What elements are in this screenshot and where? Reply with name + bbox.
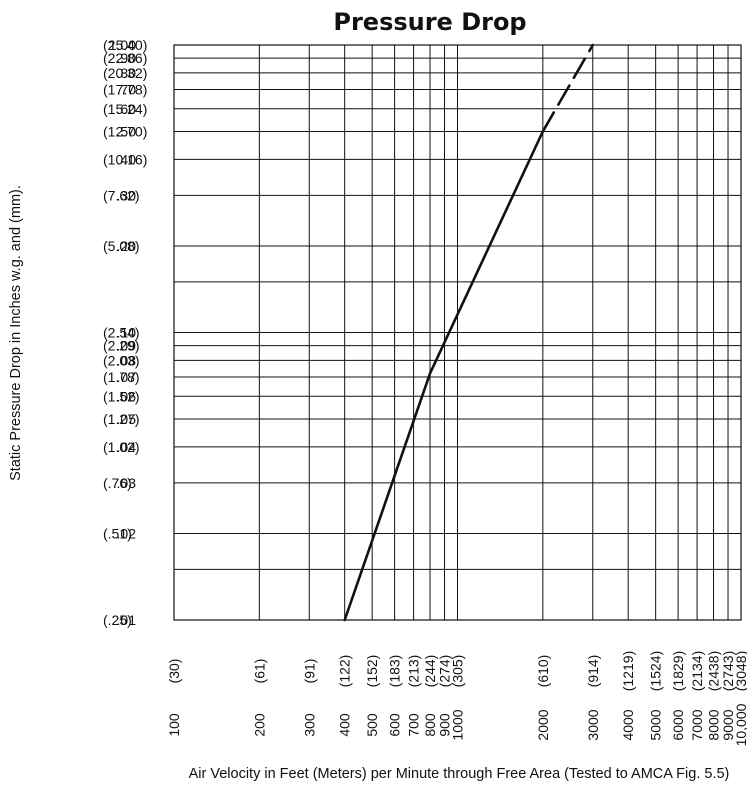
y-tick-label-metric: (2.54) bbox=[103, 325, 140, 341]
grid-layer bbox=[173, 44, 742, 621]
x-tick-label-metric: (274) bbox=[437, 655, 453, 688]
y-tick-label: .80 bbox=[117, 65, 137, 81]
y-tick-label: .50 bbox=[117, 124, 137, 140]
y-tick-label-metric: (7.62) bbox=[103, 187, 140, 203]
y-tick-label: .01 bbox=[117, 612, 137, 628]
x-tick-label: 4000 bbox=[620, 709, 636, 740]
y-tick-label: .05 bbox=[117, 411, 137, 427]
y-tick-label: .70 bbox=[117, 82, 137, 98]
y-tick-label: .03 bbox=[117, 475, 137, 491]
x-tick-label-metric: (914) bbox=[585, 655, 601, 688]
x-tick-label: 5000 bbox=[648, 709, 664, 740]
x-tick-label-metric: (152) bbox=[364, 655, 380, 688]
x-tick-label-metric: (244) bbox=[422, 655, 438, 688]
x-tick-label-metric: (61) bbox=[251, 659, 267, 684]
y-tick-label-metric: (10.16) bbox=[103, 151, 147, 167]
x-tick-label-metric: (91) bbox=[301, 659, 317, 684]
y-tick-label-metric: (1.52) bbox=[103, 388, 140, 404]
y-axis-title: Static Pressure Drop in Inches w.g. and … bbox=[8, 185, 24, 481]
y-tick-label: .10 bbox=[117, 325, 137, 341]
y-tick-label: .40 bbox=[117, 151, 137, 167]
x-tick-label-metric: (213) bbox=[406, 655, 422, 688]
y-tick-label: 1.00 bbox=[109, 37, 136, 53]
y-tick-label-metric: (17.78) bbox=[103, 82, 147, 98]
x-tick-label: 700 bbox=[406, 713, 422, 737]
x-tick-label-metric: (2134) bbox=[689, 651, 705, 691]
x-tick-label-metric: (610) bbox=[535, 655, 551, 688]
x-tick-label: 8000 bbox=[706, 709, 722, 740]
y-tick-label-metric: (1.27) bbox=[103, 411, 140, 427]
x-tick-label-metric: (2743) bbox=[720, 651, 736, 691]
y-tick-label-metric: (25.40) bbox=[103, 37, 147, 53]
y-tick-label: .60 bbox=[117, 101, 137, 117]
x-tick-label-metric: (3048) bbox=[733, 651, 747, 691]
x-tick-label-metric: (183) bbox=[387, 655, 403, 688]
pressure-curve-extrapolated bbox=[541, 43, 595, 133]
plot-frame bbox=[173, 44, 742, 621]
x-tick-label: 900 bbox=[437, 713, 453, 737]
y-tick-label-metric: (5.08) bbox=[103, 238, 140, 254]
y-tick-label: .02 bbox=[117, 525, 137, 541]
y-tick-label: .07 bbox=[117, 369, 137, 385]
x-tick-label: 10,000 bbox=[733, 703, 747, 746]
y-tick-label: .30 bbox=[117, 187, 137, 203]
chart-title: Pressure Drop bbox=[333, 8, 526, 36]
y-tick-label-metric: (.25) bbox=[103, 612, 132, 628]
x-tick-label: 1000 bbox=[450, 709, 466, 740]
x-tick-label-metric: (1829) bbox=[670, 651, 686, 691]
y-tick-label-metric: (20.32) bbox=[103, 65, 147, 81]
x-tick-label-metric: (122) bbox=[337, 655, 353, 688]
x-tick-label: 500 bbox=[364, 713, 380, 737]
y-tick-label-metric: (1.78) bbox=[103, 369, 140, 385]
x-tick-label-metric: (1524) bbox=[648, 651, 664, 691]
x-tick-label-metric: (2438) bbox=[706, 651, 722, 691]
y-tick-label-metric: (2.29) bbox=[103, 338, 140, 354]
y-tick-label-metric: (.51) bbox=[103, 525, 132, 541]
series-layer bbox=[343, 43, 595, 622]
y-tick-label-metric: (12.70) bbox=[103, 124, 147, 140]
x-axis-title: Air Velocity in Feet (Meters) per Minute… bbox=[189, 766, 730, 782]
x-tick-label: 7000 bbox=[689, 709, 705, 740]
x-tick-label: 800 bbox=[422, 713, 438, 737]
y-tick-label: .09 bbox=[117, 338, 137, 354]
x-tick-label-metric: (1219) bbox=[620, 651, 636, 691]
y-tick-label: .90 bbox=[117, 50, 137, 66]
y-tick-label-metric: (22.86) bbox=[103, 50, 147, 66]
y-tick-label: .08 bbox=[117, 352, 137, 368]
x-tick-label: 6000 bbox=[670, 709, 686, 740]
y-tick-label-metric: (.76) bbox=[103, 475, 132, 491]
y-tick-labels: 1.00(25.40).90(22.86).80(20.32).70(17.78… bbox=[103, 37, 147, 628]
x-tick-label: 9000 bbox=[720, 709, 736, 740]
x-tick-label: 600 bbox=[387, 713, 403, 737]
y-tick-label: .06 bbox=[117, 388, 137, 404]
x-tick-label: 2000 bbox=[535, 709, 551, 740]
y-tick-label-metric: (2.03) bbox=[103, 352, 140, 368]
x-tick-label-metric: (305) bbox=[450, 655, 466, 688]
x-tick-label: 100 bbox=[166, 713, 182, 737]
y-tick-label-metric: (1.02) bbox=[103, 439, 140, 455]
y-tick-label: .04 bbox=[117, 439, 137, 455]
x-tick-label: 400 bbox=[337, 713, 353, 737]
pressure-curve bbox=[343, 130, 545, 622]
x-tick-label-metric: (30) bbox=[166, 659, 182, 684]
x-tick-labels: (30) 100 (61) 200 (91) 300 (122) 400 (152) 500 (18… bbox=[166, 651, 747, 747]
x-tick-label: 200 bbox=[251, 713, 267, 737]
y-tick-label: .20 bbox=[117, 238, 137, 254]
x-tick-label: 3000 bbox=[585, 709, 601, 740]
x-tick-label: 300 bbox=[301, 713, 317, 737]
y-tick-label-metric: (15.24) bbox=[103, 101, 147, 117]
